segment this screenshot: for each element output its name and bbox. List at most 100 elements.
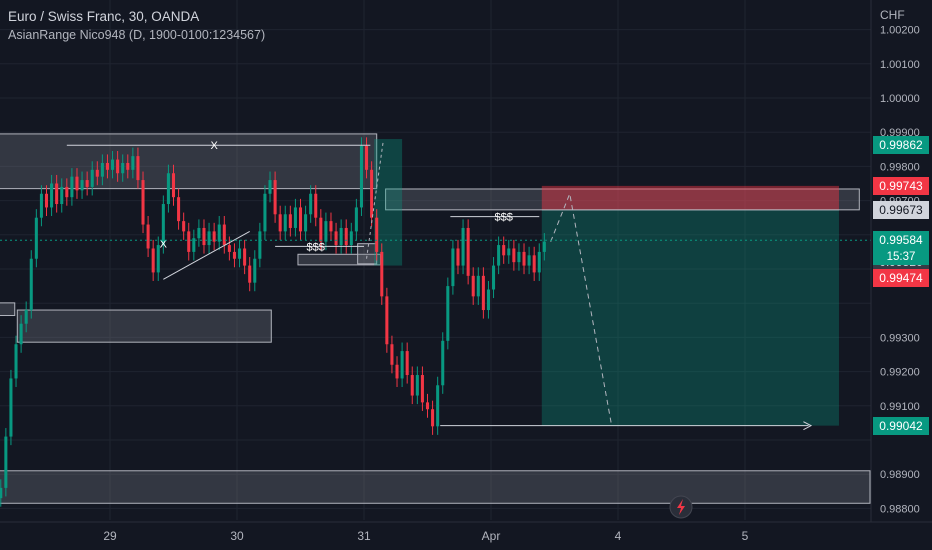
candle-body bbox=[207, 231, 211, 246]
price-label: 0.99743 bbox=[873, 176, 929, 195]
candle-body bbox=[75, 176, 79, 191]
candle-body bbox=[24, 310, 28, 324]
candle-body bbox=[334, 231, 338, 246]
candle-body bbox=[324, 221, 328, 242]
candle-body bbox=[481, 275, 485, 311]
candle-body bbox=[90, 169, 94, 187]
candle-body bbox=[121, 162, 125, 174]
candle-body bbox=[268, 180, 272, 194]
time-tick-label: 30 bbox=[230, 529, 244, 543]
candle-body bbox=[420, 375, 424, 403]
candle-body bbox=[431, 409, 435, 427]
candle-body bbox=[166, 173, 170, 205]
candle-body bbox=[359, 145, 363, 208]
candle-body bbox=[542, 241, 546, 252]
candle-body bbox=[253, 258, 257, 283]
candle-body bbox=[243, 248, 247, 266]
candle-body bbox=[517, 251, 521, 263]
candle-body bbox=[461, 227, 465, 266]
candle-body bbox=[339, 227, 343, 246]
candle-body bbox=[212, 231, 216, 242]
chart-title[interactable]: Euro / Swiss Franc, 30, OANDA bbox=[8, 9, 200, 24]
time-tick-label: Apr bbox=[482, 529, 501, 543]
candle-body bbox=[39, 193, 43, 218]
price-tick-label: 1.00200 bbox=[880, 25, 920, 37]
candle-body bbox=[451, 248, 455, 287]
candle-body bbox=[131, 156, 135, 170]
candle-body bbox=[370, 169, 374, 218]
take-profit-zone[interactable] bbox=[541, 209, 839, 426]
time-tick-label: 5 bbox=[742, 529, 749, 543]
time-axis[interactable]: 29 30 31 Apr 4 5 bbox=[103, 529, 748, 543]
price-tick-label: 0.98900 bbox=[880, 469, 920, 481]
candle-body bbox=[537, 251, 541, 273]
candle-body bbox=[34, 217, 38, 259]
annotation-label: $$$ bbox=[307, 241, 325, 253]
candle-body bbox=[410, 375, 414, 396]
candle-body bbox=[29, 258, 33, 311]
supply-demand-zone[interactable] bbox=[0, 133, 378, 190]
candle-body bbox=[486, 289, 490, 311]
candle-body bbox=[171, 173, 176, 198]
arrow-head bbox=[803, 421, 813, 431]
candle-body bbox=[446, 286, 450, 341]
time-tick-label: 31 bbox=[357, 529, 371, 543]
candle-body bbox=[441, 340, 445, 386]
supply-demand-zone[interactable] bbox=[0, 470, 871, 504]
candle-body bbox=[304, 214, 308, 232]
candle-body bbox=[354, 207, 358, 232]
candle-body bbox=[344, 227, 348, 246]
candle-body bbox=[492, 265, 496, 290]
supply-demand-zone[interactable] bbox=[16, 309, 272, 343]
candle-body bbox=[512, 248, 516, 263]
price-label: 0.99042 bbox=[873, 416, 929, 435]
time-tick-label: 29 bbox=[103, 529, 117, 543]
price-tick-label: 0.98800 bbox=[880, 503, 920, 515]
candle-body bbox=[192, 238, 196, 252]
candle-body bbox=[55, 183, 59, 205]
candle-body bbox=[278, 214, 282, 232]
candle-body bbox=[395, 364, 399, 379]
candle-body bbox=[146, 224, 150, 249]
replay-icon[interactable] bbox=[669, 495, 693, 519]
candle-body bbox=[415, 375, 419, 396]
indicator-legend[interactable]: AsianRange Nico948 (D, 1900-0100:1234567… bbox=[8, 28, 266, 42]
candle-body bbox=[466, 227, 470, 276]
candle-body bbox=[456, 248, 460, 266]
candle-body bbox=[202, 227, 206, 246]
candle-body bbox=[425, 402, 430, 410]
price-tick-label: 1.00000 bbox=[880, 93, 920, 105]
currency-label: CHF bbox=[880, 8, 905, 22]
candle-body bbox=[111, 159, 115, 170]
candle-body bbox=[298, 207, 303, 232]
stop-loss-zone[interactable] bbox=[541, 185, 839, 210]
candle-body bbox=[436, 385, 440, 427]
candle-body bbox=[9, 378, 13, 437]
trend-line bbox=[163, 230, 250, 280]
candle-body bbox=[60, 186, 64, 205]
candle-body bbox=[0, 487, 3, 499]
candles bbox=[0, 137, 546, 507]
time-tick-label: 4 bbox=[615, 529, 622, 543]
price-label: 0.99474 bbox=[873, 268, 929, 287]
lightning-icon bbox=[677, 499, 685, 515]
candle-body bbox=[502, 245, 506, 256]
candle-body bbox=[50, 183, 54, 208]
candle-body bbox=[405, 351, 409, 376]
candle-body bbox=[507, 248, 511, 256]
candle-body bbox=[141, 180, 145, 225]
candle-body bbox=[4, 436, 8, 488]
candle-body bbox=[161, 204, 165, 246]
highlight-zone bbox=[374, 139, 403, 266]
candle-body bbox=[273, 180, 277, 215]
candle-body bbox=[182, 221, 186, 232]
short-position-tool[interactable] bbox=[374, 139, 839, 426]
candle-body bbox=[471, 275, 475, 297]
bar-countdown: 15:37 bbox=[873, 249, 929, 266]
supply-demand-zone[interactable] bbox=[0, 302, 16, 317]
price-label: 0.99862 bbox=[873, 136, 929, 155]
price-axis[interactable]: 1.002001.001001.000000.999000.998000.997… bbox=[880, 25, 920, 516]
candle-body bbox=[187, 231, 191, 252]
